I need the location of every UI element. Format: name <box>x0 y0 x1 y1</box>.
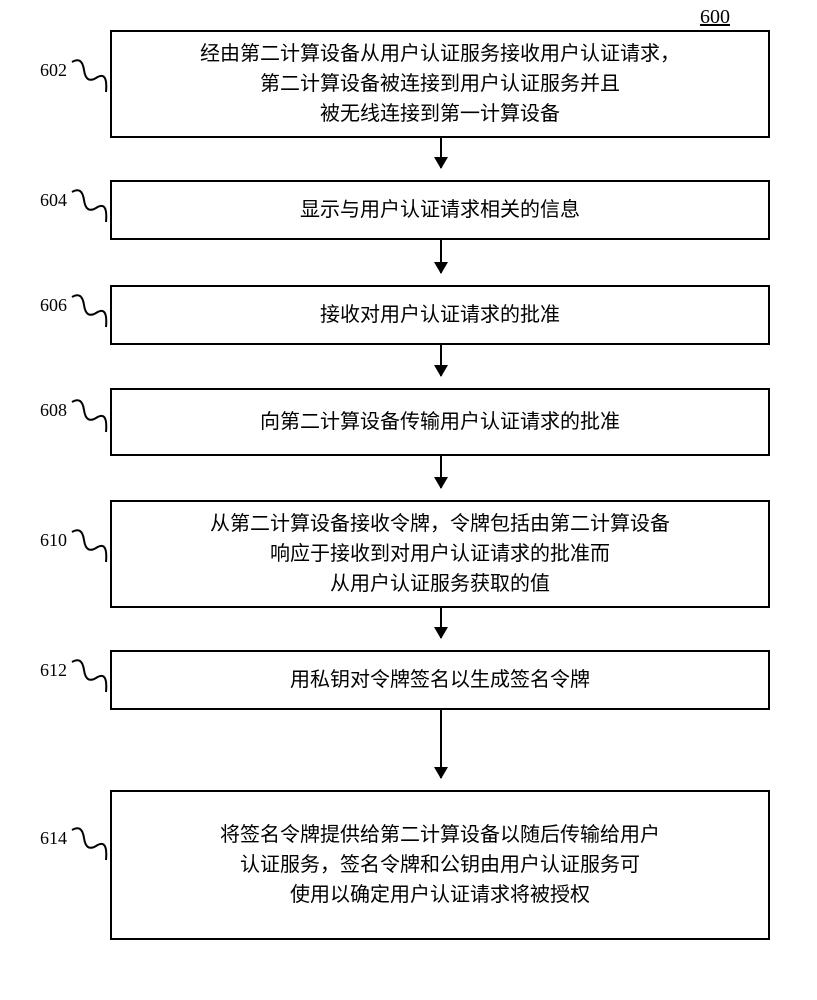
flow-arrow <box>440 608 442 638</box>
flow-node-text: 接收对用户认证请求的批准 <box>320 300 560 330</box>
flowchart-canvas: 600 经由第二计算设备从用户认证服务接收用户认证请求， 第二计算设备被连接到用… <box>0 0 817 1000</box>
squiggle-connector <box>68 293 108 333</box>
flow-arrow <box>440 240 442 273</box>
flow-node-text: 从第二计算设备接收令牌，令牌包括由第二计算设备 响应于接收到对用户认证请求的批准… <box>210 509 670 599</box>
step-label-612: 612 <box>40 660 67 681</box>
flow-node-text: 向第二计算设备传输用户认证请求的批准 <box>260 407 620 437</box>
flow-node-text: 经由第二计算设备从用户认证服务接收用户认证请求， 第二计算设备被连接到用户认证服… <box>200 39 680 129</box>
flow-node-602: 经由第二计算设备从用户认证服务接收用户认证请求， 第二计算设备被连接到用户认证服… <box>110 30 770 138</box>
squiggle-connector <box>68 58 108 98</box>
step-label-608: 608 <box>40 400 67 421</box>
squiggle-connector <box>68 528 108 568</box>
flow-arrow <box>440 456 442 488</box>
step-label-602: 602 <box>40 60 67 81</box>
flow-arrow <box>440 138 442 168</box>
flow-node-text: 用私钥对令牌签名以生成签名令牌 <box>290 665 590 695</box>
squiggle-connector <box>68 398 108 438</box>
step-label-606: 606 <box>40 295 67 316</box>
step-label-614: 614 <box>40 828 67 849</box>
flow-node-614: 将签名令牌提供给第二计算设备以随后传输给用户 认证服务，签名令牌和公钥由用户认证… <box>110 790 770 940</box>
flow-node-608: 向第二计算设备传输用户认证请求的批准 <box>110 388 770 456</box>
flow-node-610: 从第二计算设备接收令牌，令牌包括由第二计算设备 响应于接收到对用户认证请求的批准… <box>110 500 770 608</box>
flow-node-612: 用私钥对令牌签名以生成签名令牌 <box>110 650 770 710</box>
squiggle-connector <box>68 826 108 866</box>
flow-arrow <box>440 710 442 778</box>
flow-node-text: 显示与用户认证请求相关的信息 <box>300 195 580 225</box>
diagram-number: 600 <box>700 6 730 29</box>
squiggle-connector <box>68 188 108 228</box>
step-label-610: 610 <box>40 530 67 551</box>
flow-arrow <box>440 345 442 376</box>
step-label-604: 604 <box>40 190 67 211</box>
flow-node-text: 将签名令牌提供给第二计算设备以随后传输给用户 认证服务，签名令牌和公钥由用户认证… <box>220 820 660 910</box>
squiggle-connector <box>68 658 108 698</box>
flow-node-604: 显示与用户认证请求相关的信息 <box>110 180 770 240</box>
flow-node-606: 接收对用户认证请求的批准 <box>110 285 770 345</box>
